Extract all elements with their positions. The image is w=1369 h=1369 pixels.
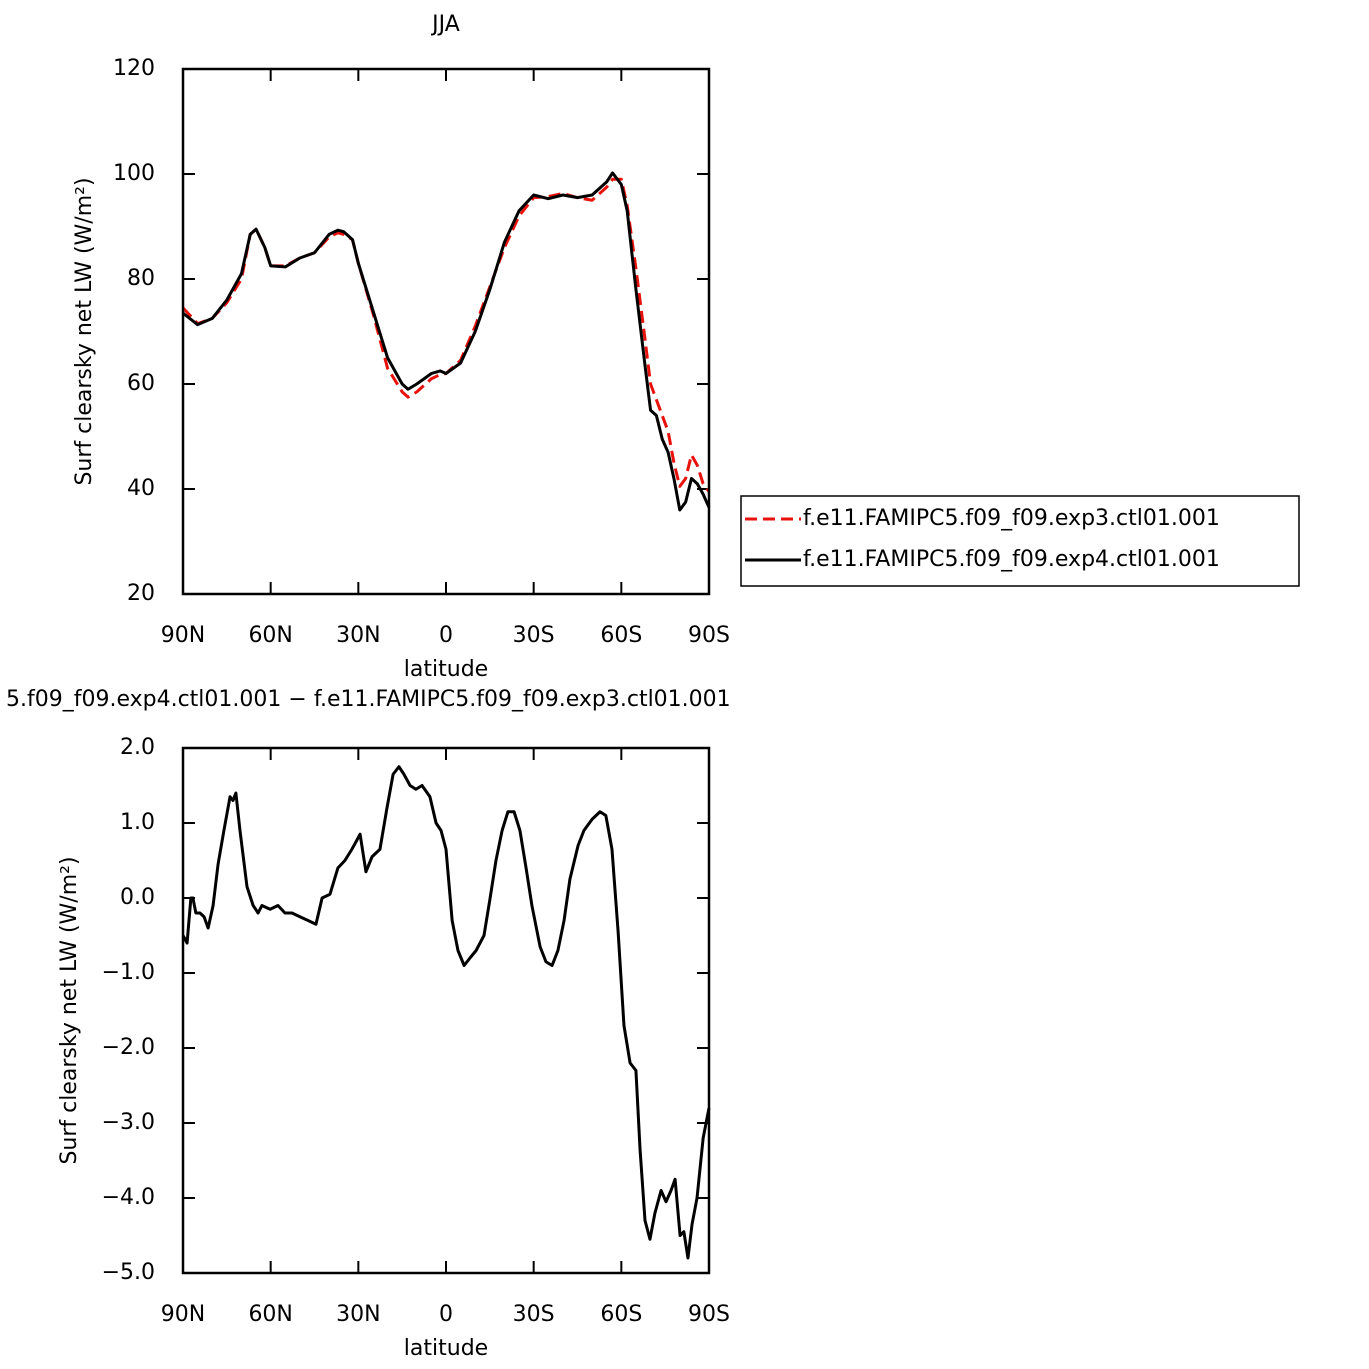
y-tick-label: 0.0: [120, 885, 155, 910]
legend-box: [740, 495, 1300, 587]
x-tick-label: 60S: [600, 623, 642, 648]
y-axis-label: Surf clearsky net LW (W/m²): [72, 177, 97, 485]
x-tick-label: 0: [439, 623, 453, 648]
y-tick-label: 80: [127, 266, 155, 291]
x-tick-label: 30S: [513, 623, 555, 648]
x-tick-label: 90N: [161, 623, 205, 648]
y-tick-label: 2.0: [120, 735, 155, 760]
y-tick-label: 1.0: [120, 810, 155, 835]
x-axis-label: latitude: [404, 657, 488, 682]
x-tick-label: 30N: [336, 1302, 380, 1327]
x-tick-label: 30S: [513, 1302, 555, 1327]
y-tick-label: 20: [127, 581, 155, 606]
chart-title: 5.f09_f09.exp4.ctl01.001 − f.e11.FAMIPC5…: [6, 687, 731, 712]
y-tick-label: 40: [127, 476, 155, 501]
y-axis-label: Surf clearsky net LW (W/m²): [57, 856, 82, 1164]
y-tick-label: −2.0: [102, 1035, 155, 1060]
y-tick-label: −4.0: [102, 1185, 155, 1210]
x-tick-label: 90S: [688, 623, 730, 648]
plot-frame: [181, 67, 711, 596]
y-tick-label: 60: [127, 371, 155, 396]
y-tick-label: 100: [113, 161, 155, 186]
y-tick-label: −1.0: [102, 960, 155, 985]
chart-title: JJA: [430, 12, 460, 37]
data-line: [182, 171, 711, 512]
legend-label: f.e11.FAMIPC5.f09_f09.exp4.ctl01.001: [803, 547, 1220, 572]
x-tick-label: 0: [439, 1302, 453, 1327]
x-tick-label: 60N: [248, 623, 292, 648]
x-tick-label: 90S: [688, 1302, 730, 1327]
legend-label: f.e11.FAMIPC5.f09_f09.exp3.ctl01.001: [803, 506, 1220, 531]
y-tick-label: −3.0: [102, 1110, 155, 1135]
y-tick-label: −5.0: [102, 1260, 155, 1285]
plot-frame: [181, 746, 711, 1275]
x-axis-label: latitude: [404, 1336, 488, 1361]
data-line: [181, 765, 711, 1260]
y-tick-label: 120: [113, 56, 155, 81]
x-tick-label: 60N: [248, 1302, 292, 1327]
x-tick-label: 30N: [336, 623, 380, 648]
x-tick-label: 90N: [161, 1302, 205, 1327]
x-tick-label: 60S: [600, 1302, 642, 1327]
